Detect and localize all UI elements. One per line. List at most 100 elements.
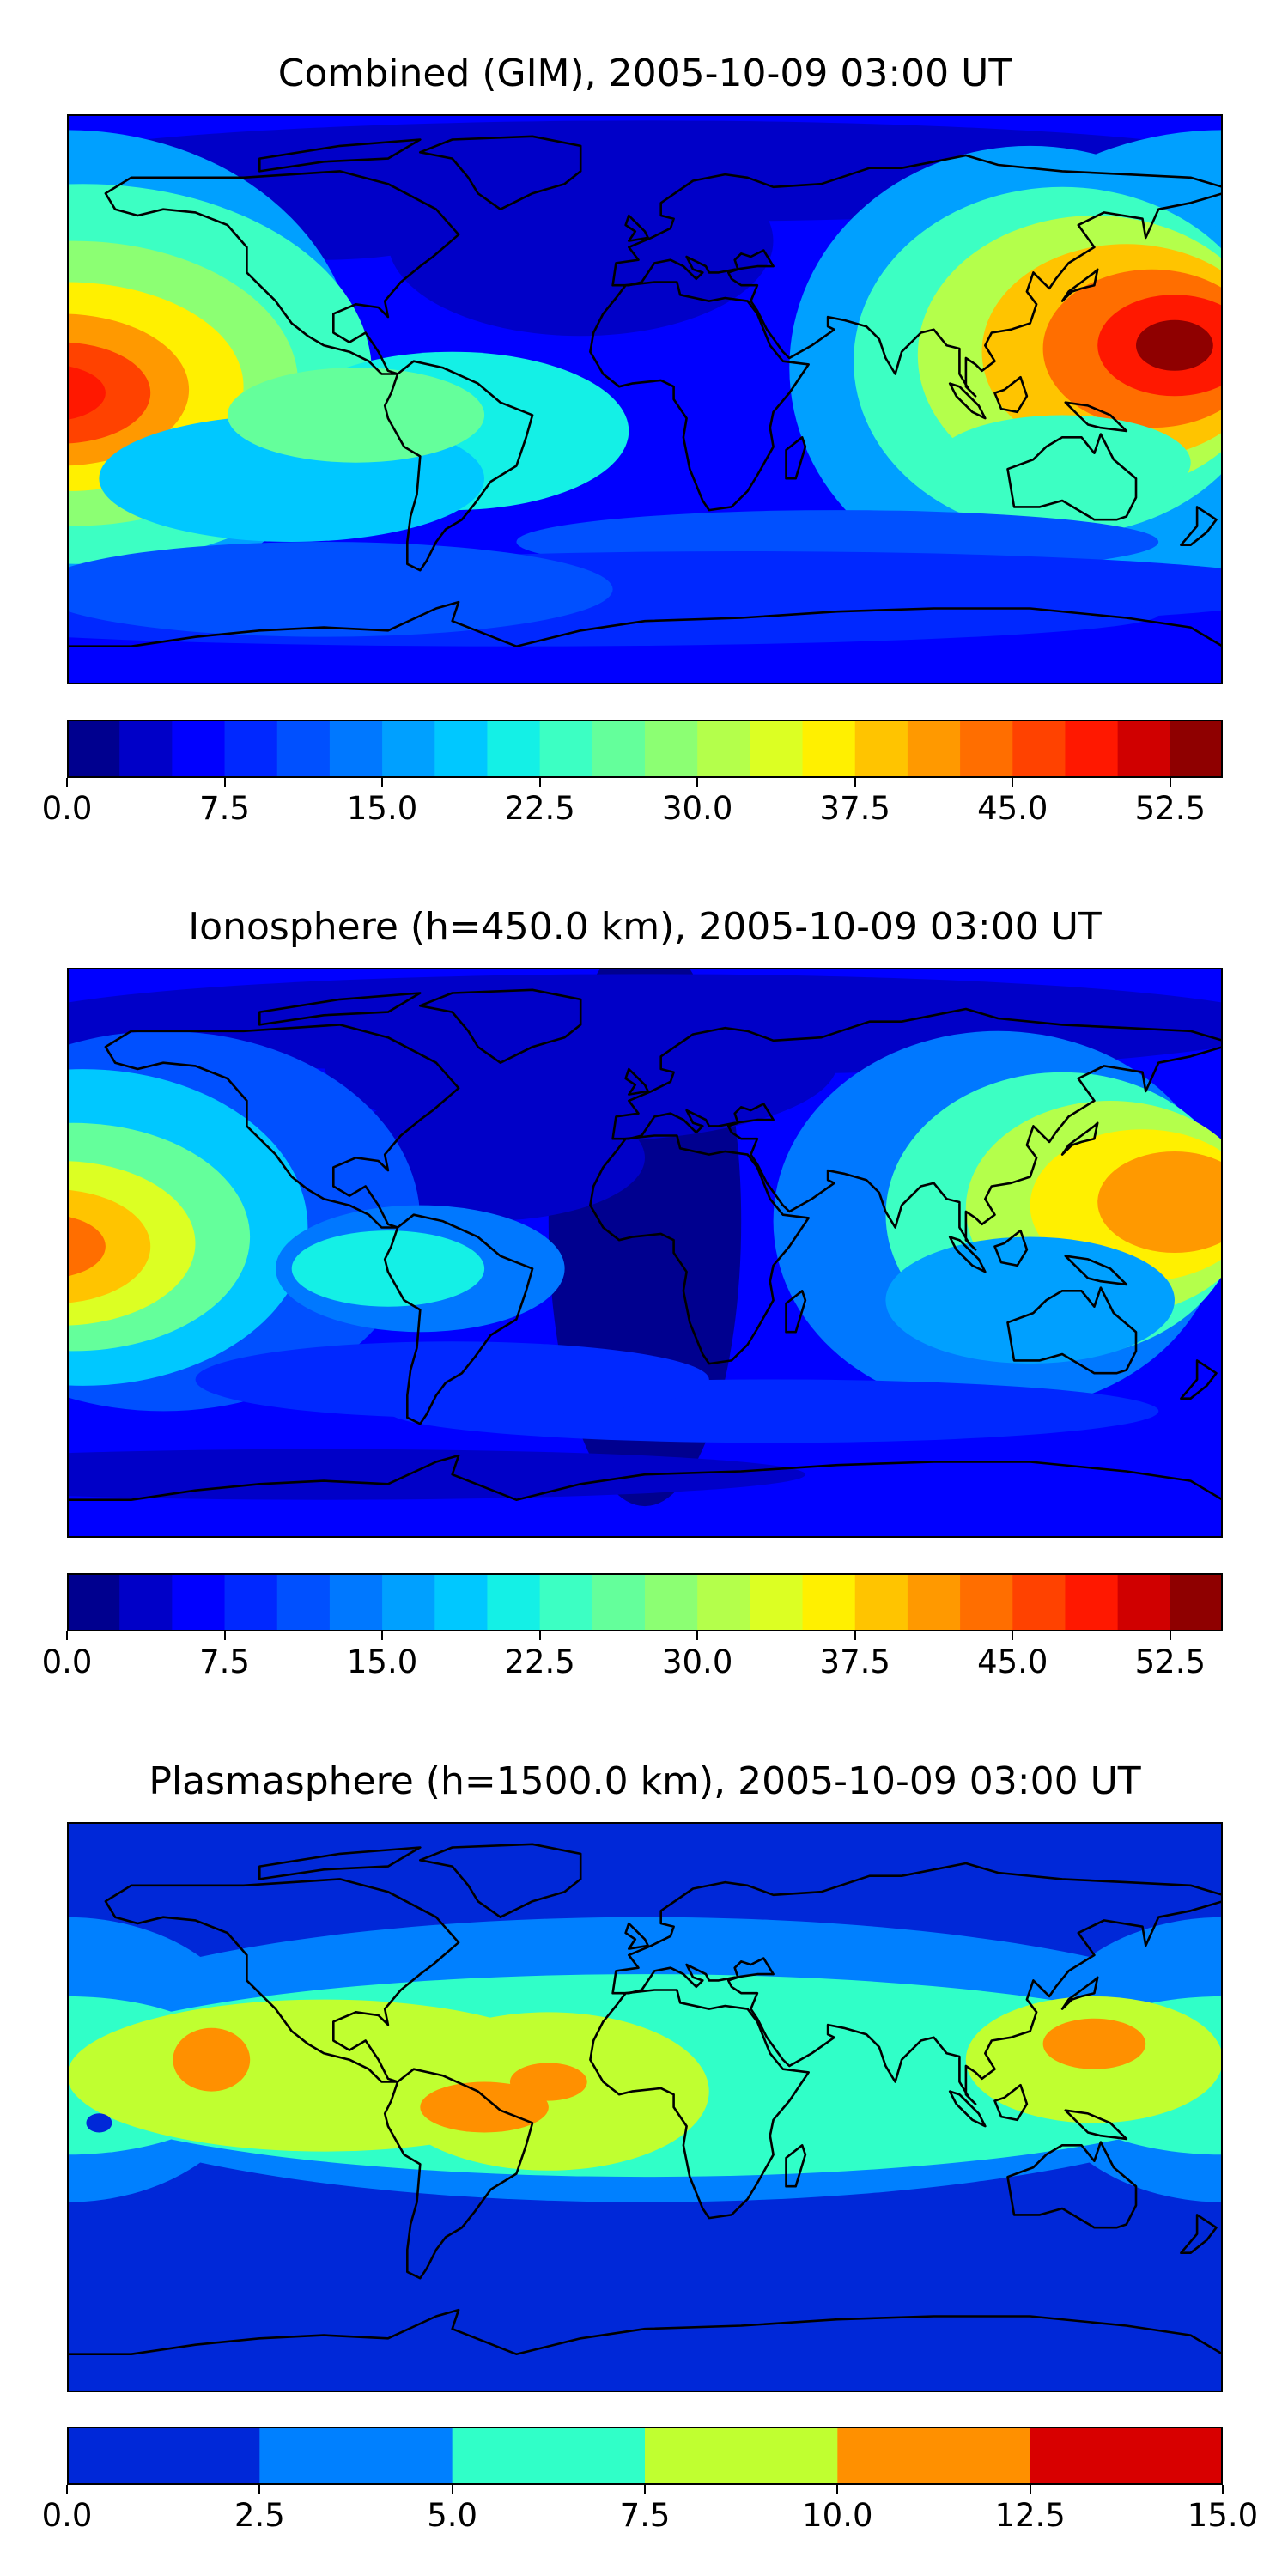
colorbar-segment	[329, 720, 383, 778]
colorbar-segment	[452, 2427, 646, 2485]
colorbar-segment	[172, 720, 226, 778]
coastline-eurasia	[611, 154, 1223, 398]
colorbar-segment	[539, 720, 593, 778]
coastline-arctic-islands	[258, 1846, 422, 1880]
coastline-greenland	[418, 988, 582, 1064]
colorbar-tick-label: 30.0	[661, 1643, 733, 1680]
colorbar-segment	[802, 1573, 856, 1631]
tec-contour	[67, 366, 106, 420]
panel-2-title: Ionosphere (h=450.0 km), 2005-10-09 03:0…	[188, 905, 1102, 949]
colorbar-segment	[434, 720, 489, 778]
coastline-great-britain	[624, 1922, 650, 1950]
coastline-south-america	[383, 360, 534, 572]
colorbar-segment	[487, 1573, 541, 1631]
coastline-australia	[1006, 1286, 1138, 1375]
tec-contour	[67, 342, 151, 444]
coastline-north-america	[104, 170, 460, 375]
coastline-new-guinea	[1064, 2109, 1128, 2141]
colorbar-tick-mark	[644, 2485, 646, 2494]
coastline-antarctica	[67, 600, 1223, 648]
coastline-borneo	[993, 2083, 1029, 2122]
coastline-south-america	[383, 2068, 534, 2280]
coastline-new-zealand	[1180, 506, 1218, 547]
colorbar-segment	[592, 1573, 646, 1631]
colorbar-tick-label: 0.0	[41, 2497, 93, 2534]
coastline-africa	[589, 281, 811, 512]
panel-2-colorbar	[67, 1573, 1224, 1631]
tec-contour	[173, 2027, 251, 2092]
colorbar-tick-label: 15.0	[346, 790, 418, 827]
colorbar-tick-label: 52.5	[1134, 790, 1206, 827]
tec-contour	[67, 1216, 106, 1277]
colorbar-tick-label: 0.0	[41, 790, 93, 827]
colorbar-segment	[837, 2427, 1031, 2485]
coastline-new-zealand	[1180, 2214, 1218, 2255]
coastline-new-guinea	[1064, 401, 1128, 433]
colorbar-tick-label: 52.5	[1134, 1643, 1206, 1680]
colorbar-tick-label: 7.5	[199, 1643, 250, 1680]
coastline-australia	[1006, 2141, 1138, 2229]
colorbar-segment	[1170, 720, 1224, 778]
colorbar-tick-mark	[223, 1631, 226, 1640]
panel-1-colorbar	[67, 720, 1224, 778]
colorbar-tick-label: 12.5	[994, 2497, 1066, 2534]
colorbar-segment	[67, 1573, 120, 1631]
coastline-sumatra	[948, 2090, 987, 2128]
ionosphere-tec-map	[67, 968, 1223, 1538]
tec-contours	[67, 1917, 1223, 2304]
tec-contour	[67, 1449, 805, 1500]
colorbar-segment	[1117, 720, 1171, 778]
tec-contour	[420, 2081, 549, 2133]
colorbar-tick-mark	[66, 2485, 68, 2494]
colorbar-segment	[382, 1573, 435, 1631]
colorbar-tick-mark	[258, 2485, 261, 2494]
tec-contour	[509, 2063, 587, 2101]
tec-contour	[1097, 1151, 1223, 1253]
colorbar-tick-label: 30.0	[661, 790, 733, 827]
coastline-madagascar	[785, 1289, 807, 1334]
colorbar-segment	[645, 1573, 698, 1631]
colorbar-segment	[1065, 1573, 1119, 1631]
colorbar-segment	[592, 720, 646, 778]
colorbar-segment	[750, 720, 804, 778]
colorbar-segment	[907, 720, 961, 778]
coastline-great-britain	[624, 214, 650, 242]
tec-contour	[86, 2113, 112, 2133]
colorbar-tick-label: 5.0	[427, 2497, 478, 2534]
coastline-sumatra	[948, 1236, 987, 1273]
coastline-north-america	[104, 1878, 460, 2083]
tec-contour	[67, 542, 613, 637]
coastline-eurasia	[611, 1007, 1223, 1251]
colorbar-segment	[750, 1573, 804, 1631]
colorbar-tick-mark	[696, 1631, 699, 1640]
colorbar-tick-mark	[66, 1631, 68, 1640]
map-frame	[67, 968, 1223, 1538]
combined-tec-map	[67, 114, 1223, 684]
colorbar-tick-mark	[836, 2485, 839, 2494]
panel-3-colorbar-ticks: 0.0 2.5 5.0 7.5 10.0 12.5 15.0	[42, 2485, 1258, 2537]
colorbar-segment	[434, 1573, 489, 1631]
colorbar-segment	[907, 1573, 961, 1631]
coastline-madagascar	[785, 2143, 807, 2188]
coastline-australia	[1006, 433, 1138, 521]
colorbar-combined	[67, 720, 1224, 778]
colorbar-segment	[539, 1573, 593, 1631]
colorbar-segment	[119, 720, 173, 778]
coastline-arctic-islands	[258, 992, 422, 1026]
colorbar-tick-label: 10.0	[802, 2497, 873, 2534]
colorbar-segment	[259, 2427, 453, 2485]
colorbar-segment	[1012, 720, 1066, 778]
panel-1-map	[67, 114, 1223, 684]
colorbar-tick-label: 15.0	[1187, 2497, 1259, 2534]
panel-1-title: Combined (GIM), 2005-10-09 03:00 UT	[277, 52, 1012, 95]
colorbar-tick-label: 45.0	[977, 790, 1048, 827]
colorbar-segment	[224, 1573, 278, 1631]
colorbar-tick-label: 7.5	[619, 2497, 671, 2534]
colorbar-segment	[697, 1573, 750, 1631]
colorbar-tick-mark	[451, 2485, 453, 2494]
colorbar-tick-label: 2.5	[234, 2497, 285, 2534]
coastline-africa	[589, 1134, 811, 1365]
colorbar-segment	[276, 1573, 331, 1631]
colorbar-tick-label: 45.0	[977, 1643, 1048, 1680]
colorbar-tick-mark	[381, 1631, 384, 1640]
